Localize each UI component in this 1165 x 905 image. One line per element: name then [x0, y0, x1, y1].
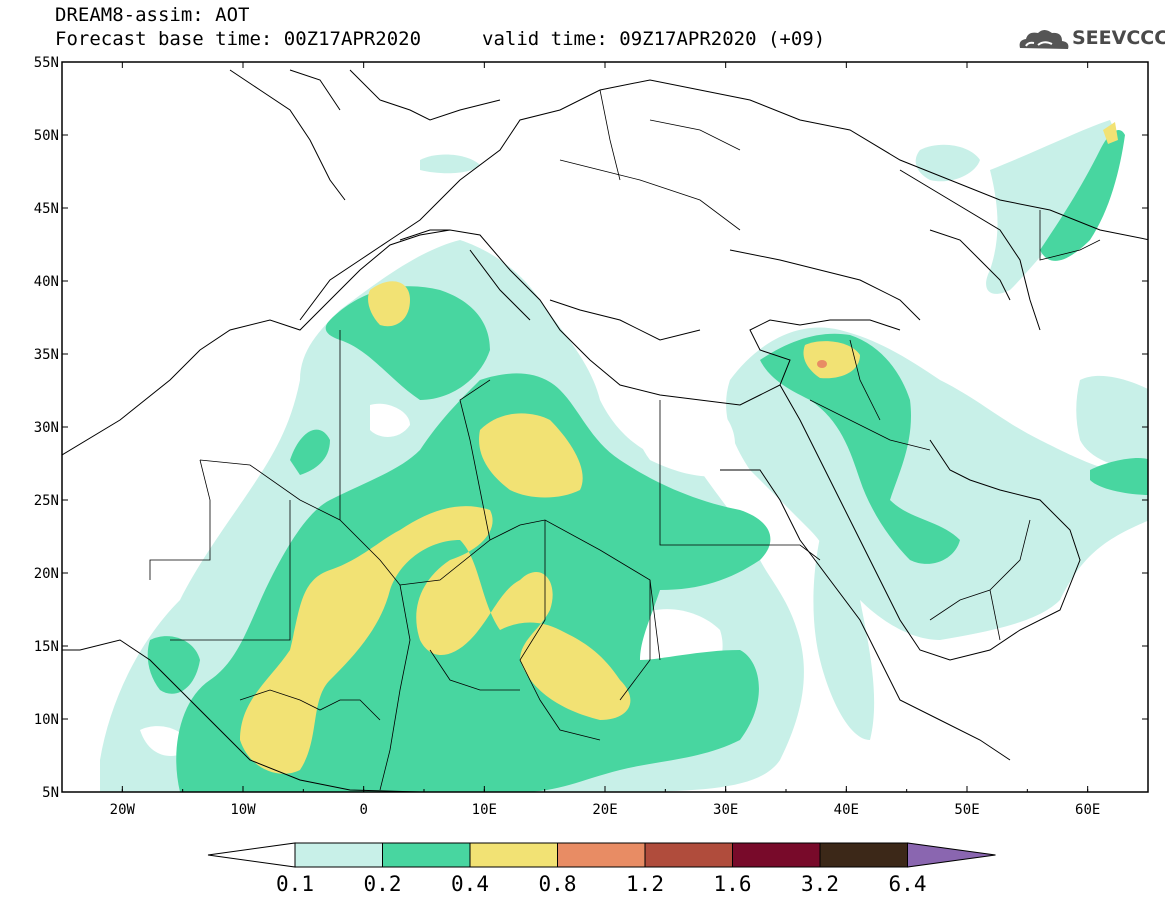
colorbar-legend: 0.1 0.2 0.4 0.8 1.2 1.6 3.2 6.4 [207, 842, 996, 896]
lat-label: 15N [34, 639, 59, 655]
colorbar-label: 1.6 [714, 872, 752, 896]
colorbar-swatch [382, 842, 471, 868]
colorbar-label: 1.2 [626, 872, 664, 896]
lon-label: 0 [359, 802, 367, 818]
lat-label: 30N [34, 420, 59, 436]
colorbar-label: 0.1 [276, 872, 314, 896]
colorbar-label: 0.4 [451, 872, 489, 896]
logo-text: SEEVCCC [1072, 27, 1165, 49]
lon-label: 10E [472, 802, 497, 818]
aot-level-4 [817, 360, 827, 368]
lon-label: 30E [713, 802, 738, 818]
colorbar-under-triangle [207, 842, 296, 868]
longitude-axis: 20W 10W 0 10E 20E 30E 40E 50E 60E [61, 62, 1149, 818]
map-title: DREAM8-assim: AOT [55, 4, 250, 26]
aot-level-3 [240, 122, 1118, 774]
lat-label: 55N [34, 55, 59, 71]
lat-label: 20N [34, 566, 59, 582]
lon-label: 10W [230, 802, 256, 818]
lon-label: 50E [954, 802, 979, 818]
lat-label: 35N [34, 347, 59, 363]
aot-field [100, 120, 1148, 792]
colorbar-label: 0.8 [539, 872, 577, 896]
lon-label: 20W [110, 802, 136, 818]
colorbar-swatch [294, 842, 383, 868]
coastlines [62, 69, 1148, 792]
lat-label: 5N [42, 785, 59, 801]
colorbar-over-triangle [907, 842, 996, 868]
colorbar-label: 6.4 [889, 872, 927, 896]
colorbar-swatch [557, 842, 646, 868]
lon-label: 40E [834, 802, 859, 818]
colorbar-label: 3.2 [801, 872, 839, 896]
lon-label: 20E [592, 802, 617, 818]
colorbar-swatch [732, 842, 821, 868]
colorbar-label: 0.2 [364, 872, 402, 896]
lat-label: 10N [34, 712, 59, 728]
colorbar-swatch [819, 842, 908, 868]
latitude-axis: 55N 50N 45N 40N 35N 30N 25N 20N 15N 10N 5N [34, 55, 1148, 801]
lat-label: 45N [34, 201, 59, 217]
base-time-label: Forecast base time: 00Z17APR2020 [55, 28, 422, 50]
lon-label: 60E [1075, 802, 1100, 818]
seevccc-logo-icon [1019, 30, 1069, 49]
lat-label: 40N [34, 274, 59, 290]
valid-time-label: valid time: 09Z17APR2020 (+09) [482, 28, 826, 50]
colorbar-swatch [469, 842, 558, 868]
colorbar-swatch [644, 842, 733, 868]
country-borders [149, 89, 1101, 791]
lat-label: 25N [34, 493, 59, 509]
lat-label: 50N [34, 128, 59, 144]
